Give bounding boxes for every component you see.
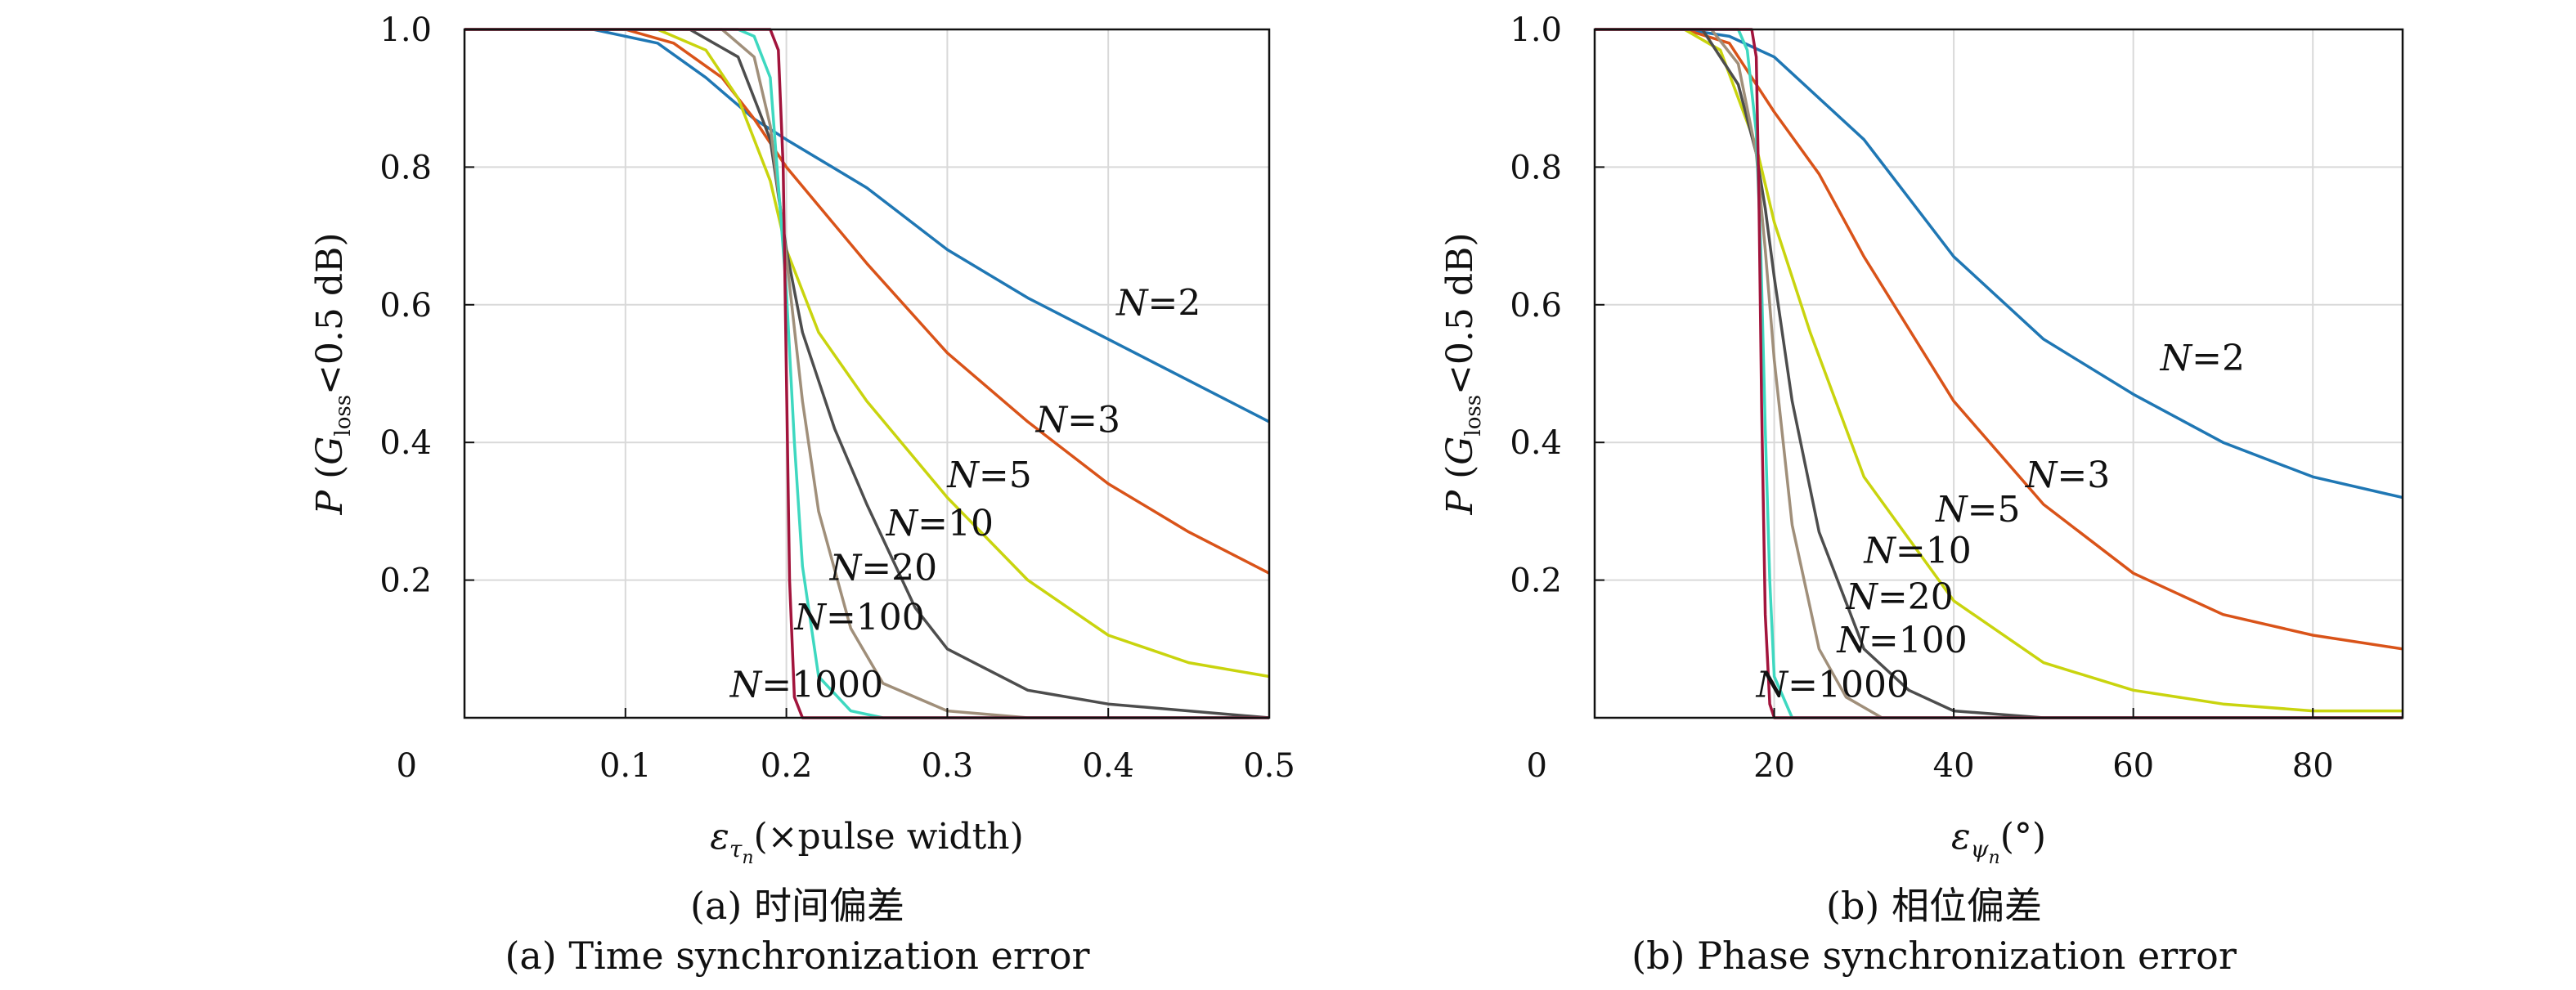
panel-a-ytick-label: 0.8 (379, 149, 432, 186)
panel-b-annotation-n-100: N=100 (1836, 620, 1967, 661)
panel-b-annotation-n-10: N=10 (1863, 531, 1971, 572)
panel-a-annotation-n-2: N=2 (1115, 282, 1200, 324)
panel-b-ylabel: P (Gloss<0.5 dB) (1439, 232, 1486, 515)
caption-a-zh: (a) 时间偏差 (690, 884, 904, 928)
panel-a-series-n-100 (464, 28, 1269, 719)
panel-a: 0.1 0.2 0.3 0.4 0.5 0.2 0.4 0.6 0.8 1.0 0 ετn(×puls… (309, 11, 1295, 868)
panel-a-annotation-n-5: N=5 (946, 455, 1031, 496)
panel-b-origin-label: 0 (1527, 747, 1547, 785)
panel-b: 20 40 60 80 0.2 0.4 0.6 0.8 1.0 0 εψn(°) P (Gloss<0… (1439, 11, 2404, 868)
panel-a-xtick-label: 0.3 (922, 747, 974, 785)
panel-a-annotation-n-3: N=3 (1035, 400, 1120, 441)
panel-a-xtick-label: 0.2 (761, 747, 813, 785)
caption-b-zh: (b) 相位偏差 (1826, 884, 2042, 928)
panel-b-series-n-1000 (1595, 28, 2403, 719)
panel-b-xlabel: εψn(°) (1951, 816, 2046, 868)
panel-b-ytick-label: 0.8 (1510, 149, 1562, 186)
panel-a-ytick-label: 1.0 (379, 11, 432, 49)
panel-b-annotation-n-20: N=20 (1845, 576, 1953, 618)
caption-b-en: (b) Phase synchronization error (1631, 934, 2237, 978)
panel-a-ylabel: P (Gloss<0.5 dB) (309, 232, 356, 515)
panel-a-plot-frame (463, 28, 1271, 719)
panel-a-annotation-n-20: N=20 (829, 548, 937, 589)
panel-a-annotation-n-10: N=10 (886, 503, 994, 544)
panel-b-xtick-label: 40 (1933, 747, 1975, 785)
panel-b-series-n-5 (1595, 28, 2403, 713)
panel-a-xlabel: ετn(×pulse width) (710, 816, 1024, 868)
panel-b-annotation-n-5: N=5 (1935, 489, 2020, 531)
panel-a-series-n-5 (464, 28, 1270, 679)
panel-b-annotation-n-1000: N=1000 (1756, 665, 1910, 706)
caption-a-en: (a) Time synchronization error (505, 934, 1090, 978)
panel-a-xtick-label: 0.1 (599, 747, 652, 785)
panel-b-ytick-label: 1.0 (1510, 11, 1562, 49)
panel-b-annotation-n-2: N=2 (2160, 338, 2245, 379)
panel-a-xtick-label: 0.5 (1243, 747, 1295, 785)
caption-b: (b) 相位偏差 (b) Phase synchronization error (1402, 876, 2466, 978)
panel-b-ytick-label: 0.2 (1510, 562, 1562, 600)
caption-a: (a) 时间偏差 (a) Time synchronization error (266, 876, 1329, 978)
panel-a-ytick-label: 0.6 (379, 287, 432, 325)
panel-b-ytick-label: 0.4 (1510, 424, 1562, 462)
panel-b-series-n-2 (1595, 28, 2403, 499)
panel-a-ytick-label: 0.4 (379, 424, 432, 462)
panel-b-xtick-label: 80 (2292, 747, 2334, 785)
panel-a-series-n-10 (464, 28, 1270, 719)
panel-b-xtick-label: 60 (2112, 747, 2154, 785)
panel-a-annotation-n-1000: N=1000 (729, 665, 883, 706)
panel-b-xtick-label: 20 (1753, 747, 1795, 785)
panel-b-ytick-label: 0.6 (1510, 287, 1562, 325)
panel-a-series-n-2 (464, 28, 1270, 423)
panel-b-series-n-3 (1595, 28, 2403, 651)
panel-a-ytick-label: 0.2 (379, 562, 432, 600)
panel-b-annotation-n-3: N=3 (2025, 455, 2110, 496)
panel-b-series-n-100 (1595, 28, 2403, 719)
panel-a-series-n-20 (464, 28, 1269, 719)
panel-a-xtick-label: 0.4 (1082, 747, 1134, 785)
panel-a-origin-label: 0 (397, 747, 417, 785)
panel-b-plot-frame (1593, 28, 2404, 719)
panel-b-series-n-10 (1595, 28, 2403, 719)
panel-a-series-n-1000 (464, 28, 1269, 719)
panel-b-series-n-20 (1595, 28, 2403, 719)
panel-a-annotation-n-100: N=100 (793, 597, 924, 638)
panel-a-series-n-3 (464, 28, 1270, 575)
